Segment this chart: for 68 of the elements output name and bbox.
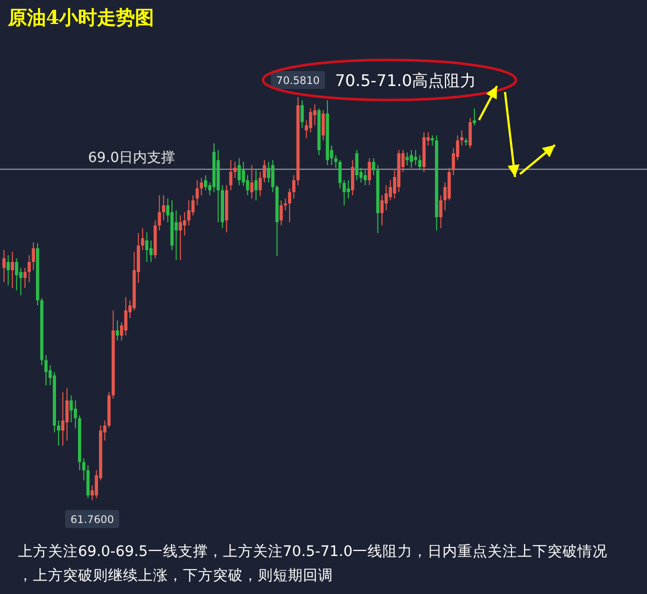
candlestick — [204, 174, 208, 191]
candlestick — [254, 170, 258, 201]
candlestick — [351, 160, 354, 196]
candlestick — [250, 164, 254, 199]
candlestick — [262, 160, 266, 183]
candlestick — [342, 180, 346, 206]
candlestick — [74, 400, 77, 429]
candlestick — [238, 158, 241, 186]
candlestick — [6, 254, 10, 286]
candlestick — [145, 232, 148, 262]
candlestick — [70, 394, 73, 423]
candlestick — [364, 170, 367, 186]
candlestick — [430, 134, 434, 146]
candlestick — [292, 174, 296, 199]
candlestick — [280, 200, 283, 226]
candlestick — [271, 160, 274, 193]
candlestick — [32, 242, 35, 271]
annotation: 70.5810 — [276, 75, 320, 87]
candlestick — [116, 320, 119, 342]
candlestick — [44, 354, 48, 386]
candlestick — [57, 420, 60, 446]
candlestick — [2, 250, 6, 283]
candlestick — [368, 158, 371, 186]
candlestick — [200, 177, 203, 196]
candlestick — [10, 251, 14, 289]
candlestick — [196, 180, 199, 206]
candlestick — [468, 118, 472, 149]
candlestick — [406, 152, 409, 166]
annotation: 61.7600 — [70, 514, 114, 526]
text: 70.5-71.0高点阻力 — [335, 71, 476, 90]
candlestick — [300, 100, 304, 129]
candlestick — [313, 104, 316, 126]
candlestick — [187, 200, 190, 226]
candlestick — [178, 214, 182, 261]
candlestick — [267, 161, 270, 183]
candlestick — [439, 194, 442, 229]
candlestick — [322, 110, 325, 141]
candlestick — [15, 258, 18, 291]
candlestick — [23, 267, 27, 289]
ref-line-label: 69.0日内支撑 — [88, 150, 176, 166]
candlestick — [82, 458, 86, 481]
candlestick — [284, 198, 287, 211]
candlestick — [158, 194, 161, 231]
candlestick — [61, 392, 64, 446]
candlestick — [174, 210, 178, 261]
candlestick — [334, 154, 338, 168]
candlestick — [309, 108, 312, 133]
candlestick — [410, 150, 413, 168]
candlestick — [141, 228, 144, 251]
candlestick — [28, 254, 31, 283]
candlestick — [384, 184, 388, 211]
candlestick — [288, 188, 292, 223]
candlestick — [388, 180, 392, 201]
candlestick — [258, 171, 262, 197]
candlestick — [380, 194, 384, 226]
candlestick — [233, 161, 237, 178]
candlestick — [460, 130, 464, 146]
candlestick — [338, 160, 342, 189]
candlestick — [372, 158, 376, 176]
candlestick — [242, 161, 245, 187]
candlestick — [229, 160, 232, 191]
candlestick — [124, 296, 128, 336]
candlestick — [183, 212, 186, 236]
chart-title: 原油4小时走势图 — [7, 7, 154, 29]
candlestick — [65, 388, 69, 442]
candlestick — [355, 150, 358, 181]
text: 上方关注69.0-69.5一线支撑，上方关注70.5-71.0一线阻力，日内重点关注上下突破情况，上方突破则继续上涨，下方突破，则短期回调 — [18, 543, 608, 584]
candlestick — [418, 154, 422, 171]
